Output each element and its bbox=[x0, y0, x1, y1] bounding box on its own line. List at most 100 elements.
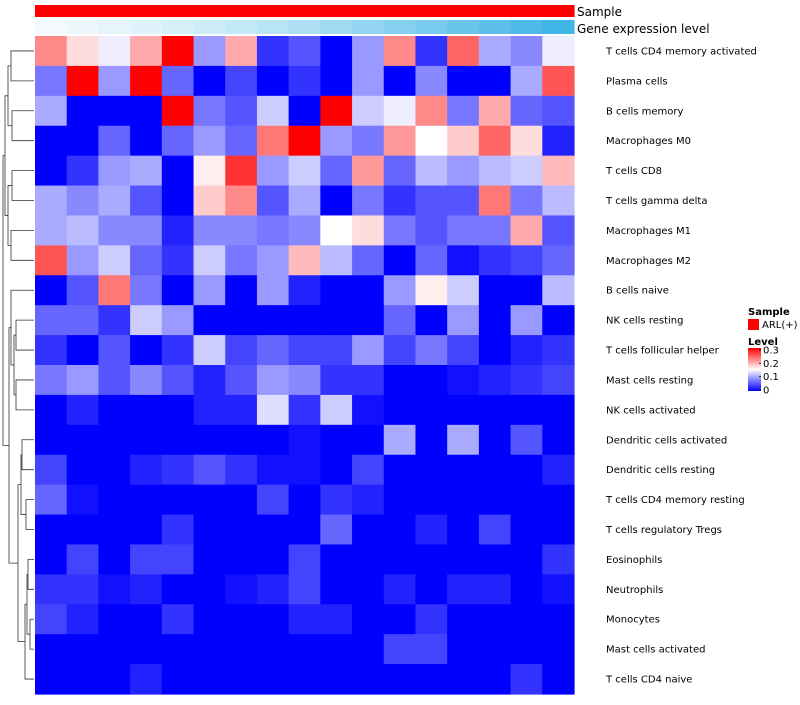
heatmap-cell bbox=[193, 245, 226, 276]
heatmap-cell bbox=[415, 335, 448, 366]
annotation-cell bbox=[352, 20, 385, 34]
heatmap-cell bbox=[510, 664, 543, 695]
heatmap-cell bbox=[542, 275, 575, 306]
heatmap-cell bbox=[415, 65, 448, 97]
heatmap-cell bbox=[35, 185, 68, 217]
dendrogram-branch bbox=[8, 327, 18, 564]
heatmap-cell bbox=[161, 275, 195, 306]
heatmap-cell bbox=[542, 215, 575, 246]
row-dendrogram bbox=[2, 50, 34, 680]
heatmap-cell bbox=[161, 454, 195, 486]
heatmap-cell bbox=[161, 155, 195, 187]
heatmap-cell bbox=[415, 365, 448, 396]
heatmap-cell bbox=[447, 36, 480, 67]
heatmap-cell bbox=[66, 36, 100, 67]
heatmap-cell bbox=[35, 574, 68, 605]
heatmap-cell bbox=[383, 514, 417, 546]
heatmap-cell bbox=[130, 155, 163, 187]
heatmap-cell bbox=[478, 95, 512, 127]
heatmap-cell bbox=[320, 275, 353, 306]
heatmap-cell bbox=[320, 574, 353, 605]
heatmap-cell bbox=[193, 335, 226, 366]
heatmap-cell bbox=[415, 424, 448, 456]
heatmap-cell bbox=[256, 574, 290, 605]
heatmap-cell bbox=[66, 604, 100, 635]
annotation-cell bbox=[256, 20, 290, 34]
heatmap-cell bbox=[447, 604, 480, 635]
heatmap-cell bbox=[130, 185, 163, 217]
heatmap-cell bbox=[161, 185, 195, 217]
column-annotations: Sample Gene expression level bbox=[35, 5, 710, 36]
heatmap-cell bbox=[352, 95, 385, 127]
heatmap-cell bbox=[130, 664, 163, 695]
heatmap-cell bbox=[256, 365, 290, 396]
heatmap-cell bbox=[98, 514, 131, 546]
heatmap-cell bbox=[130, 365, 163, 396]
heatmap-cell bbox=[447, 454, 480, 486]
heatmap-cell bbox=[193, 365, 226, 396]
heatmap-cell bbox=[383, 155, 417, 187]
heatmap-cell bbox=[225, 574, 258, 605]
annotation-cell bbox=[225, 5, 258, 17]
legend-level-title: Level bbox=[748, 337, 778, 348]
dendrogram-branch bbox=[2, 155, 9, 446]
heatmap-cell bbox=[415, 544, 448, 575]
heatmap-cell bbox=[320, 604, 353, 635]
heatmap-cell bbox=[161, 664, 195, 695]
heatmap-cell bbox=[256, 514, 290, 546]
heatmap-cell bbox=[415, 245, 448, 276]
heatmap-cell bbox=[447, 335, 480, 366]
heatmap-cell bbox=[35, 394, 68, 426]
heatmap-cell bbox=[542, 574, 575, 605]
dendrogram-branch bbox=[4, 95, 8, 216]
heatmap-cell bbox=[225, 424, 258, 456]
heatmap-cell bbox=[383, 634, 417, 665]
row-label: Macrophages M1 bbox=[606, 226, 691, 237]
heatmap-cell bbox=[478, 634, 512, 665]
heatmap-cell bbox=[66, 185, 100, 217]
annotation-cell bbox=[510, 20, 543, 34]
annotation-cell bbox=[35, 20, 68, 34]
heatmap-cell bbox=[478, 454, 512, 486]
heatmap-cell bbox=[193, 484, 226, 516]
heatmap-cell bbox=[98, 125, 131, 157]
heatmap-cell bbox=[352, 36, 385, 67]
heatmap-cell bbox=[415, 185, 448, 217]
heatmap-cell bbox=[256, 335, 290, 366]
heatmap-cell bbox=[225, 604, 258, 635]
heatmap-cell bbox=[352, 215, 385, 246]
heatmap-cell bbox=[161, 574, 195, 605]
heatmap-cell bbox=[288, 634, 321, 665]
heatmap-cell bbox=[383, 305, 417, 336]
heatmap-cell bbox=[193, 185, 226, 217]
dendrogram-branch bbox=[11, 110, 34, 142]
heatmap-cell bbox=[510, 394, 543, 426]
row-labels: T cells CD4 memory activated Plasma cells… bbox=[605, 46, 757, 685]
heatmap-cell bbox=[415, 36, 448, 67]
heatmap-cell bbox=[320, 125, 353, 157]
heatmap-cell bbox=[288, 245, 321, 276]
legend-sample-swatch bbox=[748, 319, 759, 330]
heatmap-cell bbox=[256, 634, 290, 665]
annotation-cell bbox=[98, 20, 131, 34]
heatmap-cell bbox=[256, 394, 290, 426]
heatmap-cell bbox=[225, 484, 258, 516]
heatmap-cell bbox=[98, 305, 131, 336]
heatmap-cell bbox=[383, 125, 417, 157]
heatmap-cell bbox=[352, 125, 385, 157]
heatmap-cell bbox=[352, 365, 385, 396]
annotation-cell bbox=[66, 5, 100, 17]
heatmap-cell bbox=[542, 514, 575, 546]
heatmap-cell bbox=[320, 36, 353, 67]
annotation-cell bbox=[130, 20, 163, 34]
heatmap-cell bbox=[383, 215, 417, 246]
heatmap-cell bbox=[510, 95, 543, 127]
heatmap-cell bbox=[288, 215, 321, 246]
annotation-cell bbox=[320, 5, 353, 17]
heatmap-cell bbox=[161, 634, 195, 665]
heatmap-cell bbox=[352, 484, 385, 516]
legend-sample-title: Sample bbox=[748, 307, 790, 318]
heatmap-cell bbox=[383, 454, 417, 486]
heatmap-cell bbox=[98, 394, 131, 426]
annotation-cell bbox=[383, 5, 417, 17]
